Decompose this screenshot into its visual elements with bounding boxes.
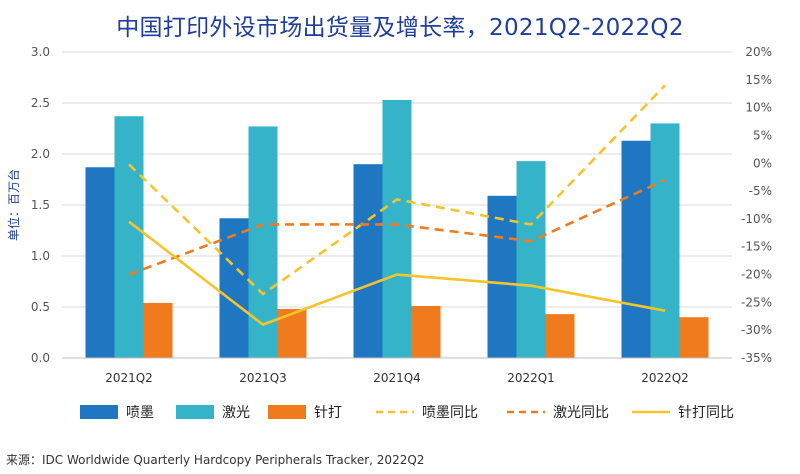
y2-tick-label: 5%: [753, 128, 772, 142]
legend-label-喷墨: 喷墨: [126, 405, 154, 421]
y-axis-right: -35% -30% -25% -20% -15% -10% -5% 0% 5% 10% 15% 20%: [741, 45, 772, 365]
y2-tick-label: -30%: [741, 323, 772, 337]
legend-label-针打同比: 针打同比: [678, 404, 734, 421]
legend-swatch-激光: [176, 405, 214, 419]
bar-针打-2022Q1: [545, 314, 575, 358]
line-group: [128, 84, 666, 326]
y2-tick-label: -25%: [741, 295, 772, 309]
bar-激光-2021Q3: [248, 126, 278, 359]
y-axis-left: 0.0 0.5 1.0 1.5 2.0 2.5 3.0: [31, 45, 50, 365]
legend-swatch-喷墨: [80, 405, 118, 419]
y2-tick-label: -20%: [741, 268, 772, 282]
bar-针打-2021Q2: [143, 302, 173, 358]
y2-tick-label: 0%: [753, 156, 772, 170]
legend: 喷墨 激光 针打 喷墨同比 激光同比 针打同比: [80, 404, 734, 421]
legend-swatch-针打: [268, 405, 306, 419]
y2-tick-label: 10%: [745, 101, 772, 115]
y2-tick-label: -35%: [741, 351, 772, 365]
line-激光同比: [128, 178, 666, 276]
chart-title: 中国打印外设市场出货量及增长率，2021Q2-2022Q2: [116, 15, 684, 41]
y-tick-label: 0.5: [31, 300, 50, 314]
y2-tick-label: -10%: [741, 212, 772, 226]
bar-喷墨-2021Q3: [219, 218, 249, 358]
line-喷墨同比: [128, 84, 666, 296]
y-tick-label: 2.0: [31, 147, 50, 161]
legend-label-喷墨同比: 喷墨同比: [422, 405, 478, 421]
y-tick-label: 2.5: [31, 96, 50, 110]
y-tick-label: 3.0: [31, 45, 50, 59]
y2-tick-label: 15%: [745, 73, 772, 87]
x-tick-label: 2021Q2: [105, 371, 153, 385]
bar-group: [85, 99, 709, 359]
bar-激光-2021Q4: [382, 99, 412, 358]
y2-tick-label: 20%: [745, 45, 772, 59]
y2-tick-label: -5%: [749, 184, 772, 198]
x-tick-label: 2022Q2: [641, 371, 689, 385]
y-tick-label: 0.0: [31, 351, 50, 365]
x-tick-label: 2021Q3: [239, 371, 287, 385]
x-tick-label: 2021Q4: [373, 371, 421, 385]
bar-喷墨-2021Q2: [85, 167, 115, 358]
bar-激光-2022Q1: [516, 161, 546, 358]
y2-tick-label: -15%: [741, 240, 772, 254]
legend-label-激光: 激光: [222, 404, 250, 421]
source-note: 来源：IDC Worldwide Quarterly Hardcopy Peri…: [6, 453, 425, 467]
y-tick-label: 1.0: [31, 249, 50, 263]
y-tick-label: 1.5: [31, 198, 50, 212]
line-针打同比: [128, 220, 666, 326]
bar-激光-2021Q2: [114, 116, 144, 358]
x-axis: 2021Q2 2021Q3 2021Q4 2022Q1 2022Q2: [62, 357, 732, 385]
legend-label-激光同比: 激光同比: [553, 404, 609, 421]
bar-针打-2022Q2: [679, 317, 709, 358]
bar-针打-2021Q4: [411, 305, 441, 358]
bar-激光-2022Q2: [650, 123, 680, 359]
bar-喷墨-2021Q4: [353, 164, 383, 358]
x-tick-label: 2022Q1: [507, 371, 555, 385]
y-axis-label: 单位：百万台: [6, 169, 21, 241]
legend-label-针打: 针打: [314, 404, 342, 421]
bar-喷墨-2022Q1: [487, 195, 517, 358]
bar-喷墨-2022Q2: [621, 140, 651, 358]
